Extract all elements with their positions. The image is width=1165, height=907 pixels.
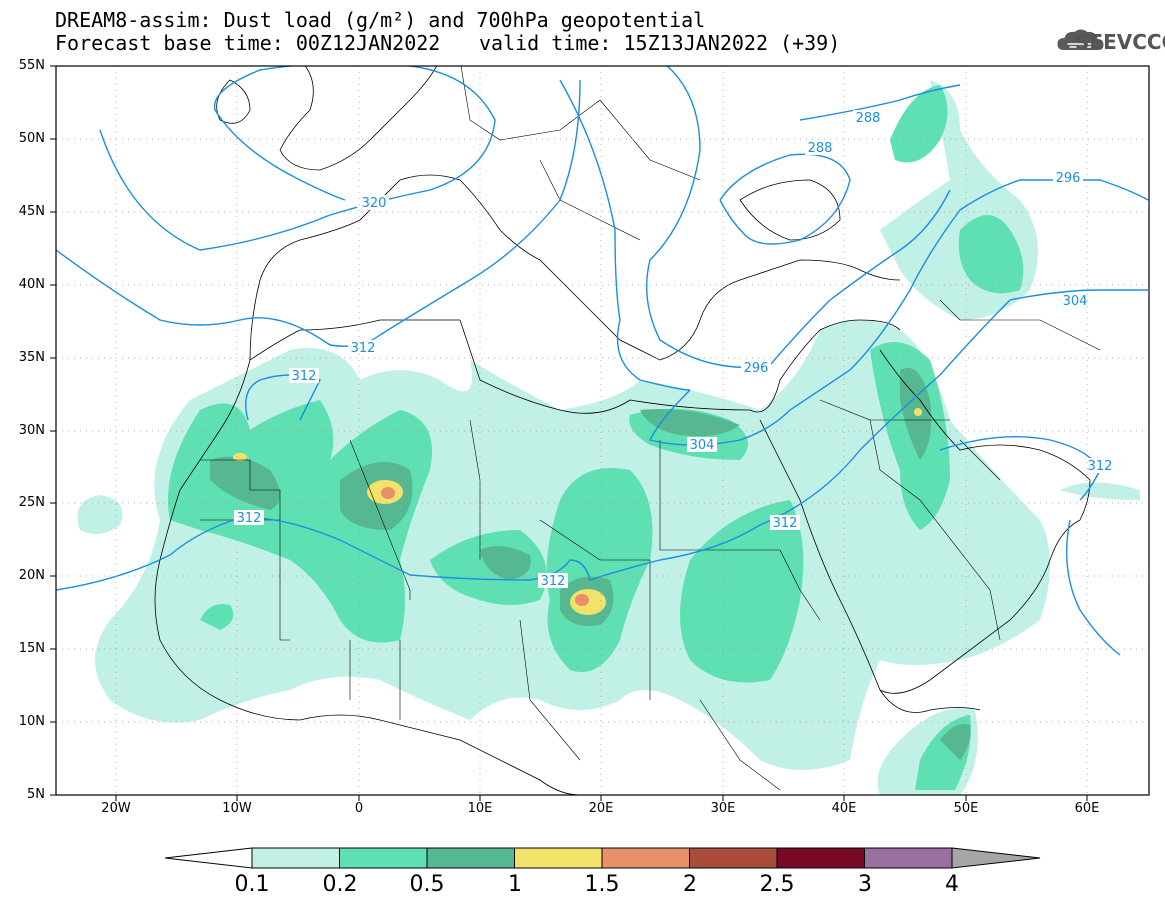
lon-label: 40E	[831, 801, 857, 816]
contour-label: 312	[541, 574, 566, 589]
contour-label: 288	[856, 111, 881, 126]
coastlines	[154, 66, 1091, 795]
lat-label: 45N	[18, 204, 45, 219]
colorbar-segment	[251, 847, 340, 869]
map-title: DREAM8-assim: Dust load (g/m²) and 700hP…	[55, 8, 706, 32]
colorbar-label: 0.5	[409, 872, 445, 897]
colorbar-segment	[689, 847, 778, 869]
colorbar-segment	[339, 847, 428, 869]
dust-layer-dark	[210, 368, 971, 760]
lat-label: 50N	[18, 131, 45, 146]
axis-ticks	[50, 65, 1088, 801]
colorbar-label: 3	[858, 872, 872, 897]
colorbar-segment	[514, 847, 603, 869]
colorbar-label: 1	[508, 872, 522, 897]
colorbar-label: 2	[683, 872, 697, 897]
contour-label: 320	[362, 196, 387, 211]
lat-label: 55N	[18, 58, 45, 73]
colorbar-label: 0.2	[322, 872, 358, 897]
contour-label: 312	[237, 511, 262, 526]
contour-label: 296	[744, 361, 769, 376]
contour-labels: 320 312 312 312 312 312 304 296 288 288 …	[234, 110, 1115, 589]
colorbar	[164, 847, 1041, 869]
lon-label: 50E	[953, 801, 979, 816]
lat-label: 20N	[18, 568, 45, 583]
lon-label: 60E	[1074, 801, 1100, 816]
graticule	[56, 66, 1149, 795]
colorbar-label: 2.5	[759, 872, 795, 897]
colorbar-label: 1.5	[584, 872, 620, 897]
contour-label: 296	[1056, 171, 1081, 186]
colorbar-segment	[864, 847, 953, 869]
valid-time: valid time: 15Z13JAN2022 (+39)	[479, 31, 841, 55]
borders	[200, 66, 1101, 791]
lon-label: 30E	[710, 801, 736, 816]
colorbar-label: 4	[945, 872, 959, 897]
contour-label: 288	[808, 141, 833, 156]
cloud-icon	[1057, 29, 1104, 50]
lon-label: 0	[354, 801, 364, 816]
contour-label: 304	[1063, 294, 1088, 309]
colorbar-arrow-low	[164, 847, 253, 869]
lat-label: 40N	[18, 277, 45, 292]
lat-label: 25N	[18, 495, 45, 510]
lat-label: 30N	[18, 423, 45, 438]
colorbar-segment	[426, 847, 515, 869]
contour-label: 312	[1088, 459, 1113, 474]
lat-label: 10N	[18, 714, 45, 729]
colorbar-segment	[776, 847, 865, 869]
colorbar-label: 0.1	[234, 872, 270, 897]
lat-label: 5N	[27, 787, 45, 802]
lat-label: 15N	[18, 641, 45, 656]
contour-label: 304	[690, 438, 715, 453]
logo-text: SEEVCCC	[1075, 30, 1165, 54]
contour-label: 312	[292, 369, 317, 384]
colorbar-segment	[601, 847, 690, 869]
lon-label: 20W	[101, 801, 131, 816]
dust-layer-orange	[381, 487, 589, 606]
forecast-base-time: Forecast base time: 00Z12JAN2022	[55, 31, 441, 55]
contour-label: 312	[351, 341, 376, 356]
colorbar-arrow-high	[951, 847, 1041, 869]
lon-label: 10E	[467, 801, 493, 816]
lat-label: 35N	[18, 350, 45, 365]
lon-label: 10W	[222, 801, 252, 816]
lon-label: 20E	[588, 801, 614, 816]
contour-label: 312	[773, 516, 798, 531]
